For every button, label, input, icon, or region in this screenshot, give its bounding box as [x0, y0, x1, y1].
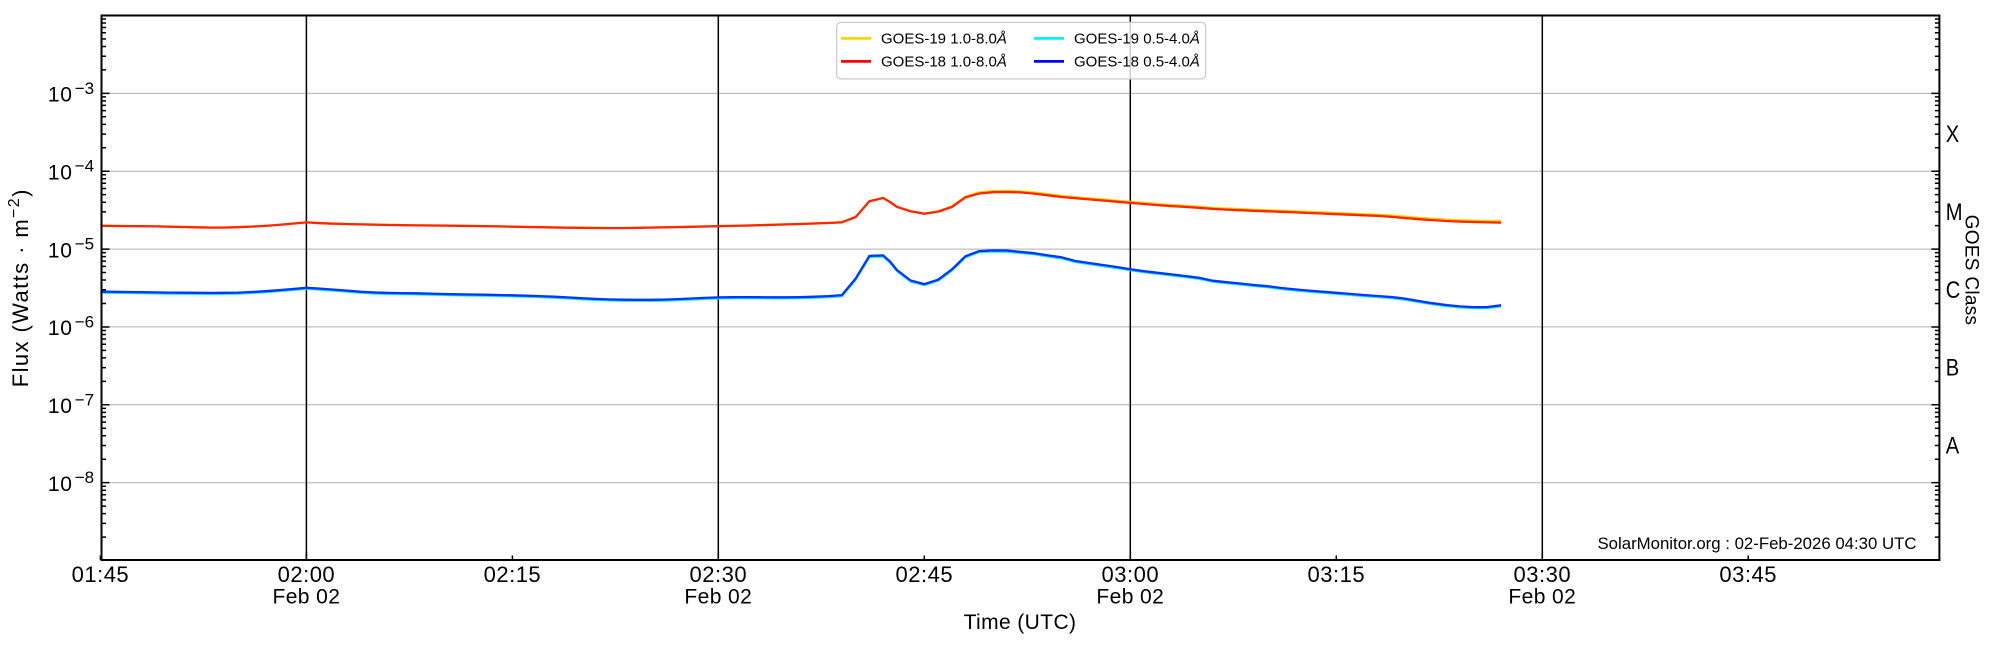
- svg-text:Feb 02: Feb 02: [273, 586, 341, 609]
- svg-text:03:45: 03:45: [1719, 562, 1777, 587]
- svg-text:Feb 02: Feb 02: [684, 586, 752, 609]
- svg-text:01:45: 01:45: [72, 562, 130, 587]
- svg-text:03:15: 03:15: [1308, 562, 1366, 587]
- svg-text:SolarMonitor.org : 02-Feb-2026: SolarMonitor.org : 02-Feb-2026 04:30 UTC: [1597, 534, 1916, 553]
- svg-text:M: M: [1946, 198, 1963, 225]
- svg-text:03:00: 03:00: [1102, 562, 1160, 587]
- svg-text:A: A: [1946, 432, 1960, 459]
- svg-text:03:30: 03:30: [1514, 562, 1572, 587]
- svg-text:−4: −4: [75, 157, 94, 176]
- svg-text:−5: −5: [75, 235, 94, 254]
- svg-text:−8: −8: [75, 468, 94, 487]
- svg-text:Feb 02: Feb 02: [1096, 586, 1164, 609]
- svg-text:02:00: 02:00: [278, 562, 336, 587]
- svg-text:02:45: 02:45: [896, 562, 954, 587]
- svg-text:10: 10: [48, 239, 73, 262]
- svg-text:Flux (Watts · m−2): Flux (Watts · m−2): [6, 188, 33, 387]
- svg-text:10: 10: [48, 317, 73, 340]
- svg-text:10: 10: [48, 395, 73, 418]
- svg-text:B: B: [1946, 354, 1959, 381]
- svg-text:02:15: 02:15: [484, 562, 542, 587]
- svg-text:GOES-19 1.0-8.0Å: GOES-19 1.0-8.0Å: [881, 31, 1007, 48]
- svg-text:GOES-19 0.5-4.0Å: GOES-19 0.5-4.0Å: [1074, 31, 1200, 48]
- svg-text:02:30: 02:30: [690, 562, 748, 587]
- svg-text:X: X: [1946, 120, 1960, 147]
- svg-text:10: 10: [48, 84, 73, 107]
- svg-text:GOES-18 0.5-4.0Å: GOES-18 0.5-4.0Å: [1074, 54, 1200, 71]
- svg-text:10: 10: [48, 473, 73, 496]
- svg-text:Feb 02: Feb 02: [1508, 586, 1576, 609]
- svg-text:GOES Class: GOES Class: [1961, 215, 1982, 326]
- svg-text:C: C: [1946, 276, 1961, 303]
- svg-text:−6: −6: [75, 312, 94, 331]
- svg-text:10: 10: [48, 162, 73, 185]
- svg-text:−3: −3: [75, 79, 94, 98]
- svg-text:GOES-18 1.0-8.0Å: GOES-18 1.0-8.0Å: [881, 54, 1007, 71]
- svg-text:Time (UTC): Time (UTC): [964, 611, 1077, 634]
- svg-text:−7: −7: [75, 390, 94, 409]
